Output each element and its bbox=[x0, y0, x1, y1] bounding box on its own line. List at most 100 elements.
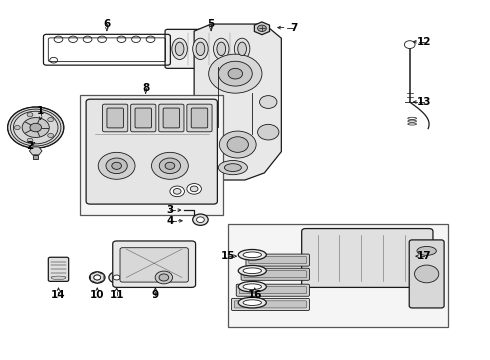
Circle shape bbox=[159, 274, 169, 281]
Ellipse shape bbox=[224, 164, 242, 171]
Circle shape bbox=[151, 152, 188, 179]
Ellipse shape bbox=[243, 252, 262, 258]
FancyBboxPatch shape bbox=[191, 108, 208, 128]
Circle shape bbox=[8, 107, 64, 148]
Circle shape bbox=[415, 265, 439, 283]
Circle shape bbox=[30, 123, 42, 132]
Text: 11: 11 bbox=[109, 290, 124, 300]
Bar bbox=[80, 95, 223, 215]
Ellipse shape bbox=[238, 297, 267, 308]
Circle shape bbox=[109, 272, 124, 283]
FancyBboxPatch shape bbox=[165, 30, 262, 68]
Circle shape bbox=[227, 137, 248, 152]
Circle shape bbox=[112, 162, 122, 169]
FancyBboxPatch shape bbox=[241, 268, 309, 280]
Bar bbox=[228, 224, 448, 327]
Text: 5: 5 bbox=[207, 19, 215, 29]
Text: 6: 6 bbox=[103, 19, 111, 29]
Circle shape bbox=[404, 41, 415, 49]
Circle shape bbox=[187, 184, 201, 194]
Text: 2: 2 bbox=[26, 141, 33, 151]
Text: 3: 3 bbox=[166, 205, 173, 215]
Text: 15: 15 bbox=[221, 251, 235, 261]
Circle shape bbox=[173, 189, 181, 194]
FancyBboxPatch shape bbox=[244, 271, 307, 278]
Text: 4: 4 bbox=[166, 216, 173, 226]
FancyBboxPatch shape bbox=[33, 155, 38, 159]
FancyBboxPatch shape bbox=[107, 108, 123, 128]
Text: 16: 16 bbox=[247, 290, 262, 300]
Circle shape bbox=[14, 125, 20, 130]
Text: 1: 1 bbox=[37, 106, 44, 116]
FancyBboxPatch shape bbox=[236, 284, 309, 296]
Polygon shape bbox=[194, 24, 281, 180]
Polygon shape bbox=[254, 22, 270, 35]
Circle shape bbox=[228, 68, 243, 79]
Circle shape bbox=[220, 131, 256, 158]
Text: 9: 9 bbox=[152, 290, 159, 300]
Circle shape bbox=[106, 158, 127, 174]
Circle shape bbox=[48, 117, 53, 122]
FancyBboxPatch shape bbox=[302, 229, 433, 287]
Ellipse shape bbox=[234, 38, 250, 59]
Polygon shape bbox=[91, 272, 104, 283]
Ellipse shape bbox=[243, 300, 262, 306]
Ellipse shape bbox=[51, 276, 66, 280]
Circle shape bbox=[219, 61, 252, 86]
Circle shape bbox=[94, 275, 100, 280]
FancyBboxPatch shape bbox=[409, 240, 444, 308]
Text: 13: 13 bbox=[417, 97, 432, 107]
Text: 17: 17 bbox=[417, 251, 432, 261]
Circle shape bbox=[113, 275, 120, 280]
Circle shape bbox=[209, 54, 262, 93]
Text: 12: 12 bbox=[417, 37, 432, 47]
FancyBboxPatch shape bbox=[49, 257, 69, 282]
FancyBboxPatch shape bbox=[187, 104, 212, 132]
Ellipse shape bbox=[243, 284, 262, 289]
Circle shape bbox=[155, 271, 172, 284]
Circle shape bbox=[170, 186, 184, 197]
Ellipse shape bbox=[238, 42, 246, 55]
Ellipse shape bbox=[172, 38, 187, 59]
Ellipse shape bbox=[193, 38, 208, 59]
Circle shape bbox=[165, 162, 175, 169]
Circle shape bbox=[48, 133, 53, 138]
FancyBboxPatch shape bbox=[113, 241, 196, 287]
Text: 14: 14 bbox=[51, 290, 66, 300]
Ellipse shape bbox=[196, 42, 205, 55]
FancyBboxPatch shape bbox=[246, 254, 309, 266]
Ellipse shape bbox=[214, 38, 229, 59]
FancyBboxPatch shape bbox=[249, 257, 307, 264]
FancyBboxPatch shape bbox=[159, 104, 184, 132]
Text: 10: 10 bbox=[90, 290, 104, 300]
Ellipse shape bbox=[238, 265, 267, 276]
Circle shape bbox=[27, 138, 33, 143]
Text: 8: 8 bbox=[142, 83, 149, 93]
Text: 7: 7 bbox=[290, 23, 297, 33]
Ellipse shape bbox=[175, 42, 184, 55]
Circle shape bbox=[94, 275, 100, 280]
FancyBboxPatch shape bbox=[163, 108, 180, 128]
Circle shape bbox=[22, 118, 49, 138]
Circle shape bbox=[27, 113, 33, 117]
Circle shape bbox=[258, 25, 267, 31]
FancyBboxPatch shape bbox=[86, 99, 218, 204]
Polygon shape bbox=[29, 147, 42, 155]
Ellipse shape bbox=[238, 249, 267, 260]
Ellipse shape bbox=[417, 247, 437, 255]
FancyBboxPatch shape bbox=[239, 287, 307, 294]
FancyBboxPatch shape bbox=[231, 298, 309, 310]
Circle shape bbox=[190, 186, 198, 192]
Ellipse shape bbox=[243, 268, 262, 274]
Ellipse shape bbox=[238, 282, 267, 292]
Circle shape bbox=[260, 96, 277, 108]
FancyBboxPatch shape bbox=[120, 248, 188, 282]
Circle shape bbox=[159, 158, 181, 174]
Circle shape bbox=[258, 124, 279, 140]
FancyBboxPatch shape bbox=[135, 108, 151, 128]
FancyBboxPatch shape bbox=[131, 104, 156, 132]
Ellipse shape bbox=[217, 42, 225, 55]
Circle shape bbox=[90, 272, 105, 283]
Ellipse shape bbox=[219, 161, 247, 175]
Circle shape bbox=[193, 214, 208, 225]
